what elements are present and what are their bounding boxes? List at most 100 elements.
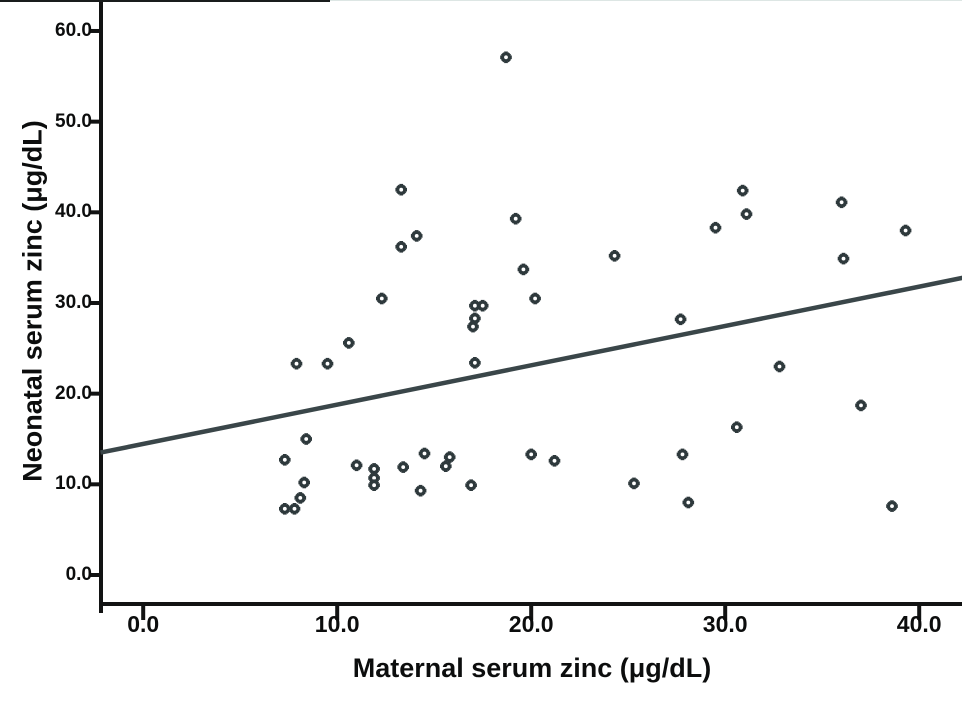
x-tick bbox=[335, 606, 340, 620]
star-icon bbox=[498, 49, 514, 65]
x-tick-label: 10.0 bbox=[314, 611, 360, 637]
data-point-marker bbox=[366, 477, 382, 493]
data-point-marker bbox=[393, 239, 409, 255]
data-point-marker bbox=[833, 194, 850, 210]
data-point-marker bbox=[674, 446, 691, 463]
star-icon bbox=[319, 356, 336, 372]
y-axis-line bbox=[99, 0, 103, 613]
y-tick-label: 30.0 bbox=[55, 291, 92, 313]
star-icon bbox=[409, 228, 425, 244]
data-point-marker bbox=[319, 356, 336, 372]
star-icon bbox=[296, 474, 312, 491]
star-icon bbox=[546, 453, 563, 469]
y-tick bbox=[89, 210, 101, 215]
plot-top-border bbox=[0, 0, 330, 2]
star-icon bbox=[341, 335, 357, 351]
data-point-marker bbox=[771, 358, 788, 375]
data-point-marker bbox=[348, 457, 365, 473]
star-icon bbox=[735, 182, 751, 199]
y-tick bbox=[89, 573, 101, 577]
star-icon bbox=[729, 419, 745, 435]
data-point-marker bbox=[277, 452, 293, 468]
x-tick-label: 20.0 bbox=[508, 611, 554, 637]
y-tick-label: 60.0 bbox=[55, 19, 92, 41]
data-point-marker bbox=[738, 206, 755, 222]
data-point-marker bbox=[735, 182, 751, 199]
data-point-marker bbox=[467, 355, 483, 371]
data-point-marker bbox=[296, 474, 312, 491]
x-tick bbox=[529, 606, 534, 620]
data-point-marker bbox=[515, 261, 532, 278]
star-icon bbox=[527, 290, 543, 307]
star-icon bbox=[374, 290, 390, 307]
x-tick-label: 40.0 bbox=[896, 611, 942, 637]
data-point-marker bbox=[409, 228, 425, 244]
star-icon bbox=[523, 446, 539, 463]
data-point-marker bbox=[853, 397, 869, 414]
plot-top-border-faint bbox=[330, 0, 962, 1]
star-icon bbox=[680, 494, 696, 511]
x-axis-line bbox=[99, 602, 962, 606]
star-icon bbox=[707, 220, 724, 236]
star-icon bbox=[393, 239, 409, 255]
star-icon bbox=[395, 459, 411, 475]
star-icon bbox=[835, 250, 852, 267]
star-icon bbox=[672, 311, 689, 327]
x-tick bbox=[141, 606, 146, 620]
y-tick-label: 20.0 bbox=[55, 382, 92, 404]
data-point-marker bbox=[298, 431, 314, 447]
star-icon bbox=[674, 446, 691, 463]
data-point-marker bbox=[288, 356, 305, 372]
star-icon bbox=[508, 211, 524, 227]
data-point-marker bbox=[341, 335, 357, 351]
star-icon bbox=[853, 397, 869, 414]
data-point-marker bbox=[884, 498, 900, 514]
star-icon bbox=[393, 182, 409, 198]
data-point-marker bbox=[463, 477, 479, 493]
data-point-marker bbox=[416, 445, 433, 462]
star-icon bbox=[467, 355, 483, 371]
star-icon bbox=[897, 222, 914, 239]
x-tick-label: 0.0 bbox=[127, 611, 160, 637]
star-icon bbox=[626, 475, 642, 492]
data-point-marker bbox=[606, 248, 623, 264]
x-tick bbox=[723, 606, 728, 620]
star-icon bbox=[771, 358, 788, 375]
star-icon bbox=[366, 477, 382, 493]
star-icon bbox=[288, 356, 305, 372]
star-icon bbox=[833, 194, 850, 210]
data-point-marker bbox=[374, 290, 390, 307]
star-icon bbox=[412, 483, 429, 499]
star-icon bbox=[416, 445, 433, 462]
x-tick-label: 30.0 bbox=[702, 611, 748, 637]
y-tick-label: 50.0 bbox=[55, 110, 92, 132]
star-icon bbox=[515, 261, 532, 278]
x-tick bbox=[917, 606, 922, 620]
data-point-marker bbox=[729, 419, 745, 435]
star-icon bbox=[738, 206, 755, 222]
y-tick bbox=[89, 119, 101, 124]
y-tick-label: 10.0 bbox=[55, 473, 92, 495]
star-icon bbox=[463, 477, 479, 493]
star-icon bbox=[884, 498, 900, 514]
y-tick bbox=[89, 300, 101, 305]
regression-line bbox=[100, 275, 962, 455]
data-point-marker bbox=[897, 222, 914, 239]
data-point-marker bbox=[475, 298, 491, 314]
x-axis-title: Maternal serum zinc (μg/dL) bbox=[352, 653, 712, 683]
y-tick bbox=[89, 391, 101, 396]
star-icon bbox=[348, 457, 365, 473]
y-tick bbox=[89, 482, 101, 487]
y-tick bbox=[89, 28, 101, 33]
data-point-marker bbox=[546, 453, 563, 469]
star-icon bbox=[277, 452, 293, 468]
star-icon bbox=[606, 248, 623, 264]
data-point-marker bbox=[835, 250, 852, 267]
data-point-marker bbox=[412, 483, 429, 499]
data-point-marker bbox=[672, 311, 689, 327]
y-tick-label: 40.0 bbox=[55, 201, 92, 223]
data-point-marker bbox=[626, 475, 642, 492]
data-point-marker bbox=[707, 220, 724, 236]
data-point-marker bbox=[498, 49, 514, 65]
